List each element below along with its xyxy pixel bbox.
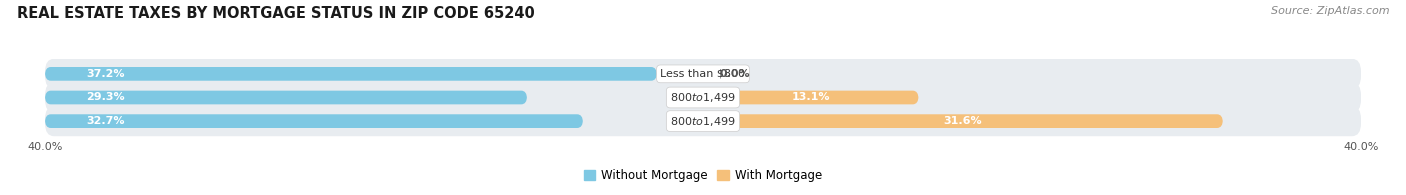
Text: 13.1%: 13.1% [792, 92, 830, 103]
FancyBboxPatch shape [703, 114, 1223, 128]
FancyBboxPatch shape [45, 114, 583, 128]
FancyBboxPatch shape [45, 59, 1361, 89]
Text: 0.0%: 0.0% [720, 69, 749, 79]
FancyBboxPatch shape [703, 91, 918, 104]
FancyBboxPatch shape [45, 82, 1361, 113]
FancyBboxPatch shape [45, 106, 1361, 136]
Text: Source: ZipAtlas.com: Source: ZipAtlas.com [1271, 6, 1389, 16]
FancyBboxPatch shape [45, 67, 657, 81]
Text: $800 to $1,499: $800 to $1,499 [671, 115, 735, 128]
Legend: Without Mortgage, With Mortgage: Without Mortgage, With Mortgage [579, 164, 827, 187]
Text: 31.6%: 31.6% [943, 116, 983, 126]
Text: 29.3%: 29.3% [86, 92, 125, 103]
Text: 32.7%: 32.7% [86, 116, 125, 126]
Text: 37.2%: 37.2% [86, 69, 125, 79]
Text: REAL ESTATE TAXES BY MORTGAGE STATUS IN ZIP CODE 65240: REAL ESTATE TAXES BY MORTGAGE STATUS IN … [17, 6, 534, 21]
Text: $800 to $1,499: $800 to $1,499 [671, 91, 735, 104]
FancyBboxPatch shape [45, 91, 527, 104]
Text: Less than $800: Less than $800 [661, 69, 745, 79]
